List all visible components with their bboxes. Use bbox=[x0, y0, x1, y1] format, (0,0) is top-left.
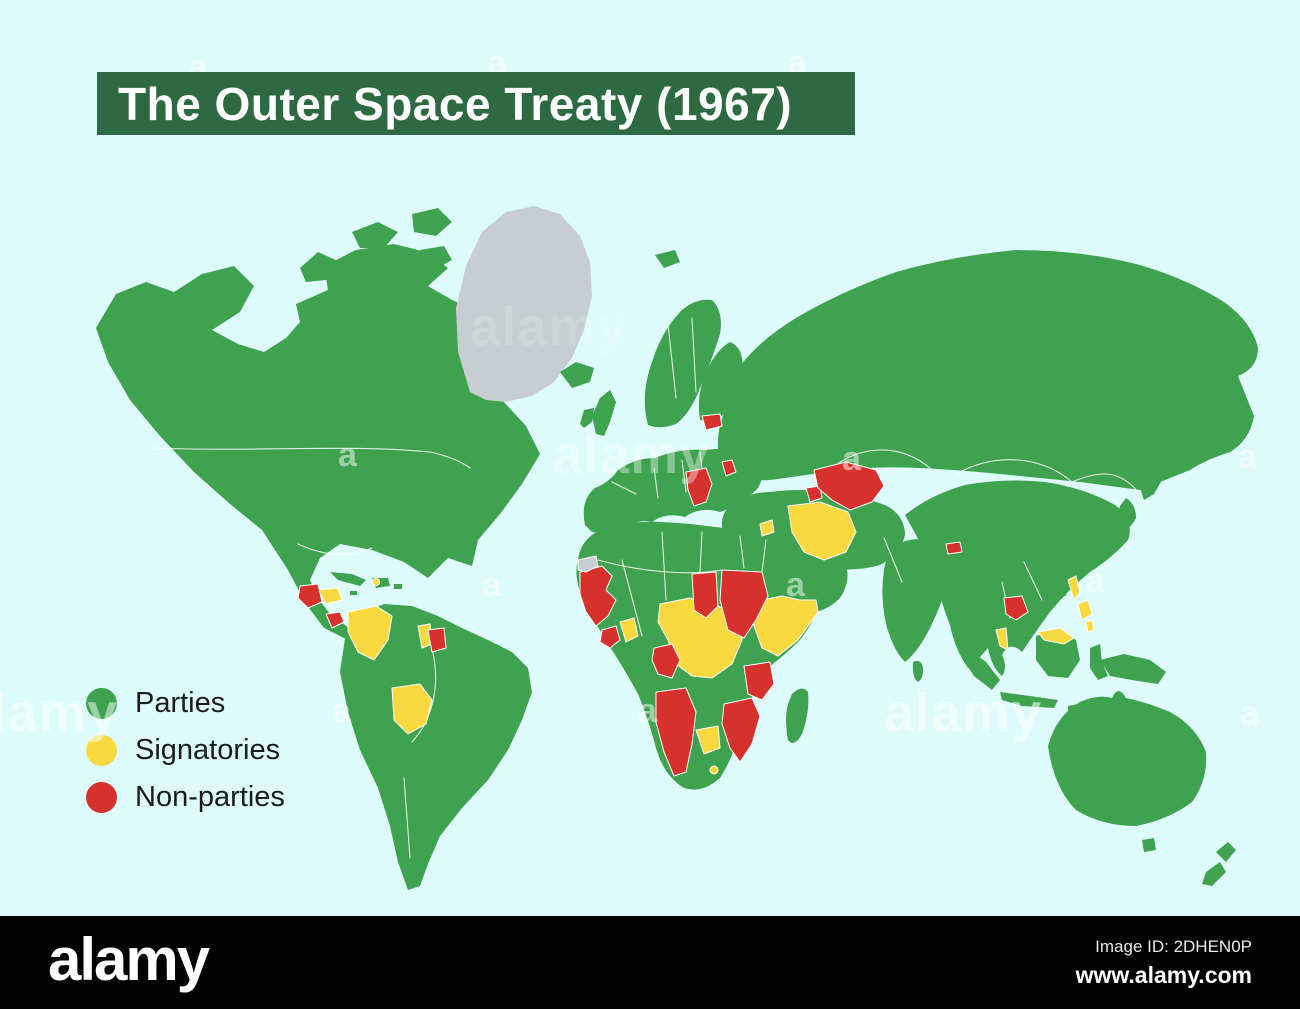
patch-malaysia-peninsula bbox=[995, 627, 1009, 651]
legend-label-non-parties: Non-parties bbox=[135, 781, 285, 813]
patch-malaysia-borneo bbox=[1037, 627, 1075, 645]
patch-botswana bbox=[695, 725, 721, 755]
alamy-url: www.alamy.com bbox=[1075, 961, 1252, 988]
patch-philippines bbox=[1067, 575, 1095, 633]
alamy-logo: alamy bbox=[48, 925, 210, 993]
patch-costa-rica bbox=[325, 611, 345, 629]
non-party-patches bbox=[297, 413, 1029, 777]
non-parties-swatch-icon bbox=[86, 782, 117, 813]
patch-cambodia bbox=[1003, 595, 1029, 621]
page-title: The Outer Space Treaty (1967) bbox=[118, 77, 793, 130]
patch-honduras bbox=[317, 587, 343, 605]
patch-angola-namibia bbox=[655, 687, 697, 777]
patch-congo-gabon bbox=[651, 643, 681, 679]
patch-turkmenistan-uzbekistan bbox=[813, 461, 885, 511]
patch-sudan bbox=[719, 569, 769, 639]
legend-item-non-parties: Non-parties bbox=[86, 781, 285, 813]
patch-suriname bbox=[427, 627, 447, 653]
region-japan bbox=[1140, 416, 1190, 500]
patch-azerbaijan bbox=[805, 485, 823, 503]
region-taiwan-hainan bbox=[1058, 550, 1106, 596]
patch-western-sahara bbox=[577, 555, 599, 573]
patch-colombia bbox=[347, 605, 393, 661]
region-arctic-islands bbox=[300, 208, 452, 282]
region-madagascar bbox=[786, 688, 809, 743]
patch-jordan bbox=[759, 519, 775, 537]
region-europe bbox=[583, 448, 763, 533]
footer-bar: alamy Image ID: 2DHEN0P www.alamy.com bbox=[0, 916, 1300, 1009]
region-british-isles bbox=[580, 390, 616, 436]
region-russia-siberia bbox=[717, 250, 1258, 490]
patch-haiti bbox=[372, 578, 380, 586]
region-china-southeast-asia bbox=[905, 480, 1130, 676]
region-south-america bbox=[340, 604, 532, 890]
legend-label-signatories: Signatories bbox=[135, 734, 281, 766]
region-indonesia bbox=[962, 630, 1166, 712]
patch-iran bbox=[787, 501, 857, 561]
patch-zimbabwe-mozambique bbox=[721, 697, 761, 763]
patch-tanzania bbox=[743, 661, 775, 701]
footer-info: Image ID: 2DHEN0P www.alamy.com bbox=[1076, 937, 1252, 989]
region-australia bbox=[1048, 691, 1207, 826]
patch-bhutan bbox=[945, 541, 963, 555]
patch-ghana bbox=[619, 617, 639, 643]
legend-item-parties: Parties bbox=[86, 687, 285, 719]
region-korea bbox=[1118, 498, 1136, 532]
region-caribbean bbox=[330, 572, 402, 595]
region-iceland bbox=[560, 362, 594, 388]
title-bar: The Outer Space Treaty (1967) bbox=[97, 72, 855, 135]
patch-chad bbox=[691, 571, 719, 619]
region-tasmania bbox=[1142, 838, 1156, 852]
patch-balkans bbox=[685, 467, 713, 507]
region-new-zealand bbox=[1202, 842, 1236, 886]
region-sri-lanka bbox=[912, 660, 924, 682]
legend-item-signatories: Signatories bbox=[86, 734, 285, 766]
image-id: Image ID: 2DHEN0P bbox=[1095, 936, 1252, 956]
region-greenland bbox=[456, 206, 592, 402]
patch-latvia bbox=[701, 413, 723, 431]
signatories-swatch-icon bbox=[86, 735, 117, 766]
legend-label-parties: Parties bbox=[135, 687, 226, 719]
patch-west-africa-coast bbox=[579, 565, 617, 627]
patch-ivory-coast bbox=[599, 625, 621, 649]
patch-bolivia bbox=[391, 683, 433, 735]
parties-swatch-icon bbox=[86, 688, 117, 719]
legend: Parties Signatories Non-parties bbox=[86, 687, 285, 829]
region-north-america bbox=[96, 244, 540, 644]
patch-lesotho bbox=[709, 765, 719, 775]
patch-guatemala bbox=[297, 583, 323, 609]
patch-moldova bbox=[721, 459, 737, 477]
patch-horn-of-africa bbox=[753, 595, 819, 657]
